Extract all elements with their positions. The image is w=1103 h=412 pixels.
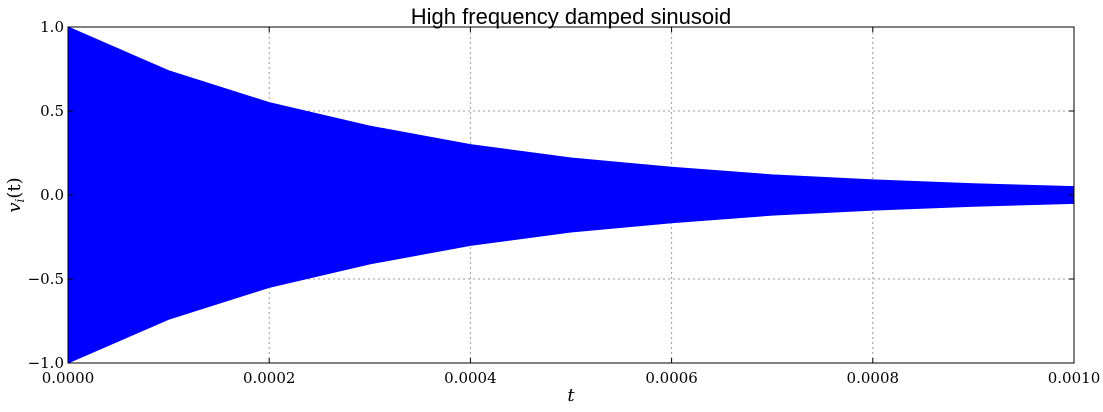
y-tick-labels: 1.0 0.5 0.0 −0.5 −1.0 <box>28 18 64 372</box>
y-axis-label: vi(t) <box>4 177 27 212</box>
y-tick-label: 0.5 <box>40 102 64 120</box>
x-tick-label: 0.0002 <box>243 369 296 387</box>
x-tick-label: 0.0010 <box>1048 369 1101 387</box>
x-tick-label: 0.0000 <box>42 369 95 387</box>
x-tick-labels: 0.0000 0.0002 0.0004 0.0006 0.0008 0.0010 <box>42 369 1101 387</box>
x-tick-label: 0.0006 <box>645 369 698 387</box>
y-tick-label: −0.5 <box>28 270 64 288</box>
y-tick-label: 0.0 <box>40 186 64 204</box>
y-tick-label: −1.0 <box>28 354 64 372</box>
damped-sinusoid-envelope <box>67 26 1075 364</box>
x-axis-label: t <box>567 385 575 406</box>
y-tick-label: 1.0 <box>40 18 64 36</box>
x-tick-label: 0.0008 <box>847 369 900 387</box>
x-tick-label: 0.0004 <box>444 369 497 387</box>
chart-title: High frequency damped sinusoid <box>411 4 731 29</box>
tick-marks <box>67 26 1075 364</box>
